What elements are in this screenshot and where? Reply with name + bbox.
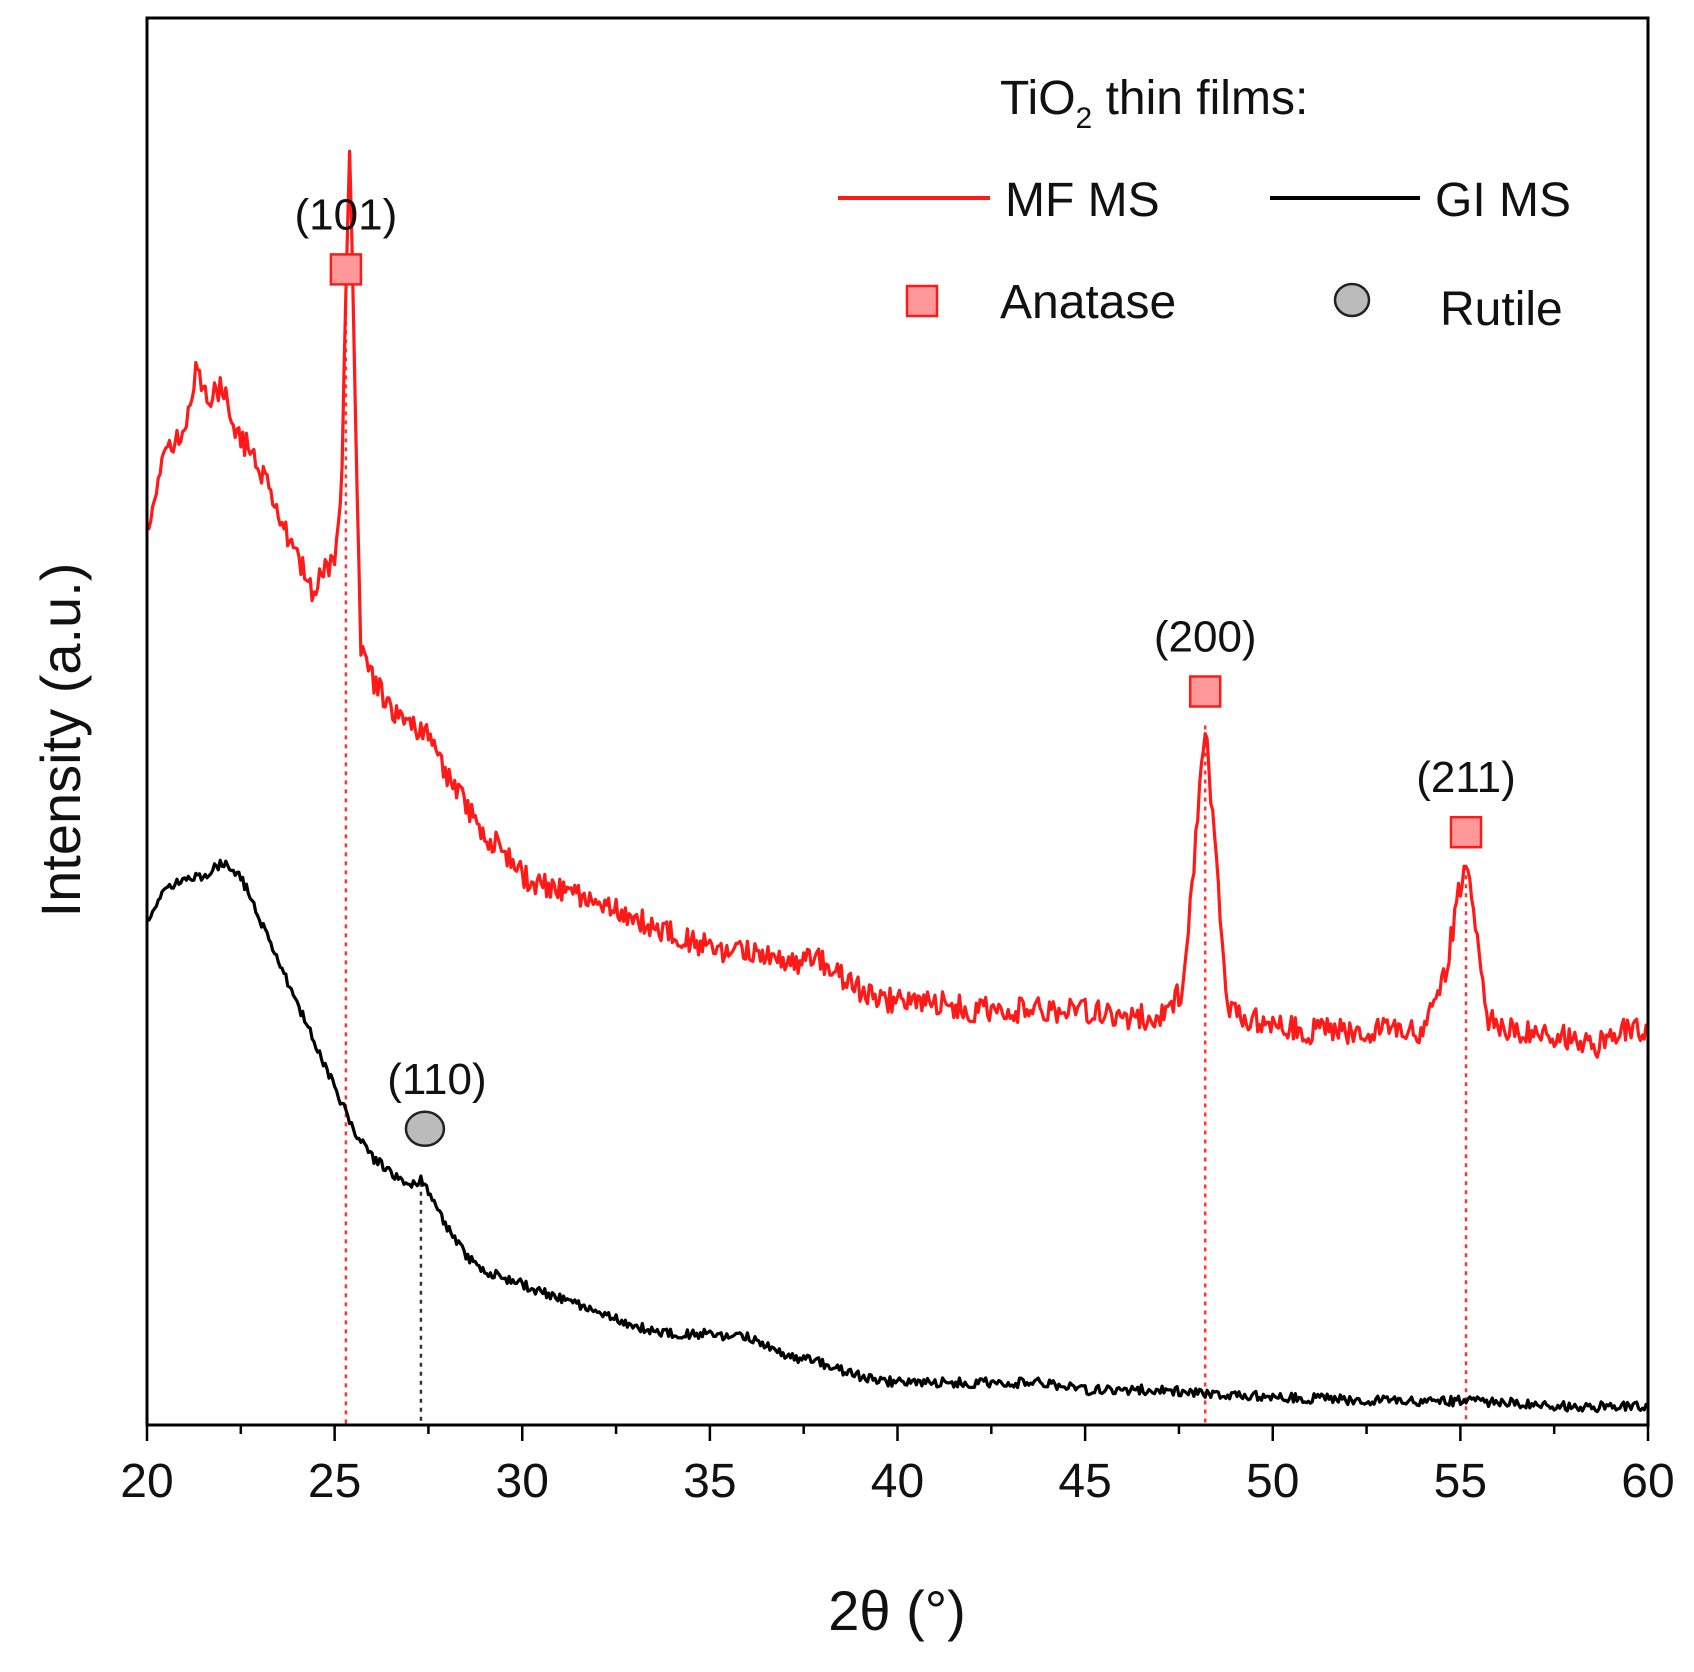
legend-rutile-marker [1333,282,1371,318]
legend-label-anatase: Anatase [1000,276,1176,329]
x-tick-label: 30 [496,1455,549,1508]
x-tick-label: 50 [1246,1455,1299,1508]
legend-title: TiO2 thin films: [1000,72,1308,135]
x-tick-label: 60 [1621,1455,1674,1508]
series-layer [145,149,1650,1414]
anatase-marker-200 [1188,675,1222,708]
rutile-marker-110 [404,1110,446,1148]
x-tick-label: 20 [120,1455,173,1508]
peak-label-200: (200) [1154,613,1257,662]
legend-title-rest: thin films: [1092,72,1308,125]
x-tick-label: 55 [1434,1455,1487,1508]
anatase-marker-101 [329,253,363,286]
legend-label-rutile: Rutile [1440,283,1563,336]
x-axis-title: 2θ (°) [828,1579,966,1642]
anatase-marker-211 [1449,815,1483,849]
peak-label-110: (110) [387,1055,486,1104]
peak-label-211: (211) [1416,753,1515,802]
legend-label-mf-ms: MF MS [1005,174,1160,227]
series-line-mf-ms [145,149,1650,1059]
peak-label-101: (101) [295,190,398,239]
peak-guide-lines [344,303,1468,1425]
peak-markers: (101) (200) (211) (110) [295,190,1516,1148]
x-axis-ticks: 20 25 30 35 40 45 50 55 60 [120,1425,1675,1508]
x-tick-label: 45 [1058,1455,1111,1508]
x-tick-label: 40 [871,1455,924,1508]
x-tick-label: 35 [683,1455,736,1508]
series-line-gi-ms [146,858,1650,1414]
legend-anatase-marker [905,284,939,318]
legend-title-subscript: 2 [1076,102,1093,135]
legend-title-main: TiO [1000,72,1076,125]
y-axis-title: Intensity (a.u.) [29,563,92,918]
legend: TiO2 thin films: MF MS GI MS Anatase Rut… [838,72,1571,336]
x-tick-label: 25 [308,1455,361,1508]
legend-label-gi-ms: GI MS [1435,174,1571,227]
